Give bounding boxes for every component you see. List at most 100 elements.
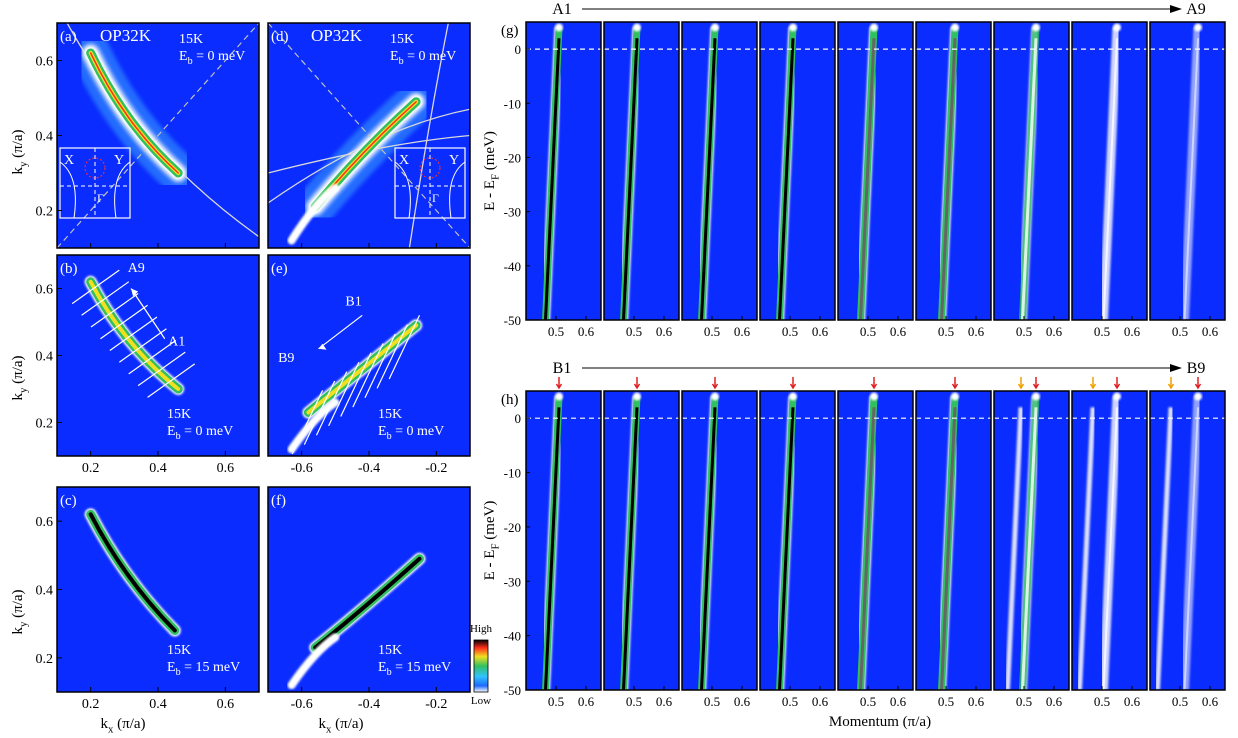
dispersion-row-h: 0.5 0.6 0.5 0.6 0.5 0.6 0.5 0.6 0.5 0.6 0.5 0.6 0.5 0… <box>482 390 1226 709</box>
x-tick-label: 0.5 <box>1016 324 1032 339</box>
panel-frame <box>993 21 1070 321</box>
y-tick-label: 0.4 <box>36 584 54 599</box>
momentum-cut-A <box>118 328 167 363</box>
panel-content <box>57 23 259 248</box>
y-tick-label: -30 <box>504 574 521 589</box>
x-axis-label-right: kx (π/a) <box>318 716 363 736</box>
y-tick-label: 0.6 <box>36 283 54 298</box>
inset-label-gamma: Γ <box>97 191 104 205</box>
x-tick-label: 0.5 <box>1172 694 1188 709</box>
x-tick-label: 0.2 <box>82 461 100 476</box>
band-core <box>1102 407 1118 691</box>
nodal-direction-dashed <box>57 23 259 248</box>
panel-label: (b) <box>60 261 78 277</box>
y-tick-label: -40 <box>504 259 521 274</box>
panel-background <box>526 391 601 690</box>
x-tick-label: 0.5 <box>704 324 720 339</box>
x-tick-label: 0.6 <box>734 694 751 709</box>
colorbar-gradient <box>473 639 489 693</box>
cut-panel-B4: 0.5 0.6 <box>759 390 836 709</box>
band-core <box>544 407 561 691</box>
panel-label: (c) <box>60 493 77 509</box>
x-tick-label: 0.6 <box>1046 694 1063 709</box>
x-tick-label: 0.6 <box>1202 694 1219 709</box>
constant-energy-maps: X Y Γ (a) OP32K 15K Eb = 0 meV 0.2 0.4 0.6 0.2 0.4 0… <box>36 22 471 712</box>
panel-frame <box>603 21 680 321</box>
momentum-cut-A <box>100 304 148 340</box>
red-marker <box>870 377 878 390</box>
y-tick-label: -50 <box>504 683 521 698</box>
x-tick-label: 0.5 <box>1172 324 1188 339</box>
x-tick-label: 0.6 <box>812 694 829 709</box>
inset-fs-2 <box>114 161 131 219</box>
shadow-band <box>287 184 340 245</box>
band-top <box>1194 392 1202 401</box>
momentum-cut-A <box>90 293 139 328</box>
inset-fs-1 <box>59 161 76 219</box>
panel-frame <box>603 390 680 691</box>
x-tick-label: 0.6 <box>734 324 751 339</box>
map-panel-b: A9 A1 (b) 15K Eb = 0 meV 0.2 0.4 0.6 0.2 0.4 0.6 <box>36 254 260 476</box>
y-tick-label: 0.4 <box>36 350 54 365</box>
x-tick-label: 0.5 <box>938 694 954 709</box>
y-axis-label: E - EF (meV) <box>482 131 502 211</box>
band-core <box>88 279 181 391</box>
band-core <box>1021 38 1038 321</box>
panel-frame <box>915 21 992 321</box>
y-axis-label-c: ky (π/a) <box>10 589 30 634</box>
binding-energy-label: Eb = 15 meV <box>167 660 240 678</box>
header-B: B1 B9 <box>553 360 1206 377</box>
x-tick-label: 0.6 <box>812 324 829 339</box>
panel-frame <box>759 390 836 691</box>
band-core <box>859 38 876 321</box>
panel-label: (a) <box>60 29 77 45</box>
x-tick-label: 0.6 <box>890 694 907 709</box>
x-axis-label-left: kx (π/a) <box>100 716 145 736</box>
panel-frame <box>525 21 602 321</box>
x-tick-label: 0.6 <box>1124 324 1141 339</box>
panel-background <box>526 22 601 320</box>
panel-title: OP32K <box>311 26 363 45</box>
y-axis-label-a: ky (π/a) <box>10 129 30 174</box>
brillouin-zone-inset: X Y Γ <box>59 147 131 219</box>
cut-panel-B5: 0.5 0.6 <box>837 390 914 709</box>
temperature-label: 15K <box>378 643 402 658</box>
cut-panel-B1: 0.5 0.6 <box>525 390 602 709</box>
cut-panel-A4: 0.5 0.6 <box>759 21 836 339</box>
cut-panel-B7: 0.5 0.6 <box>993 390 1070 709</box>
cut-panel-A2: 0.5 0.6 <box>603 21 680 339</box>
panel-frame <box>681 390 758 691</box>
panel-content <box>268 23 470 248</box>
band-top <box>1032 392 1040 401</box>
panel-background <box>760 391 835 690</box>
shadow-band <box>287 633 340 690</box>
second-band <box>1155 407 1174 691</box>
y-axis-label-b: ky (π/a) <box>10 355 30 400</box>
x-tick-label: -0.2 <box>425 461 447 476</box>
x-tick-label: 0.6 <box>578 324 595 339</box>
cut-panel-A7: 0.5 0.6 <box>993 21 1070 339</box>
inset-fs-2 <box>449 161 466 219</box>
red-marker <box>555 377 563 390</box>
x-tick-label: -0.4 <box>358 697 380 712</box>
red-marker <box>951 377 959 390</box>
temperature-label: 15K <box>390 32 414 47</box>
momentum-cut-A <box>137 351 186 387</box>
band-top <box>789 23 797 32</box>
cut-panel-A5: 0.5 0.6 <box>837 21 914 339</box>
y-tick-label: -30 <box>504 205 521 220</box>
band-core <box>544 38 561 321</box>
x-tick-label: 0.6 <box>968 324 985 339</box>
band-core <box>622 38 639 321</box>
inset-label-X: X <box>399 153 409 168</box>
fermi-surface-guide-3 <box>408 23 449 248</box>
x-tick-label: 0.4 <box>149 697 167 712</box>
band-top <box>633 23 641 32</box>
x-tick-label: 0.5 <box>782 694 798 709</box>
map-panel-f: (f) 15K Eb = 15 meV -0.6 -0.4 -0.2 <box>267 486 471 712</box>
cut-panel-B6: 0.5 0.6 <box>915 390 992 709</box>
inset-label-Y: Y <box>114 153 124 168</box>
panel-background <box>682 391 757 690</box>
y-tick-label: 0 <box>515 411 522 426</box>
band-core <box>700 407 717 691</box>
